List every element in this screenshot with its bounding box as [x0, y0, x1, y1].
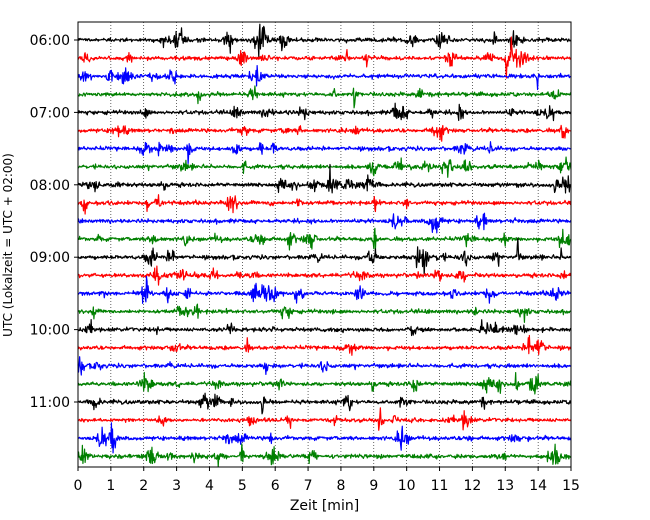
x-tick-label-11: 11: [431, 478, 449, 494]
y-tick-label-2: 08:00: [30, 178, 70, 194]
trace-0800: [77, 163, 572, 194]
x-tick-label-12: 12: [463, 478, 481, 494]
x-tick-label-1: 1: [106, 478, 115, 494]
grid-layer: [110, 22, 539, 467]
x-tick-label-15: 15: [562, 478, 580, 494]
trace-0600: [77, 23, 572, 58]
trace-1100: [77, 392, 572, 415]
x-tick-label-4: 4: [205, 478, 214, 494]
trace-0630: [77, 64, 572, 91]
x-axis-label: Zeit [min]: [290, 498, 359, 514]
trace-0615: [77, 36, 572, 79]
trace-0745: [77, 156, 572, 178]
trace-0730: [77, 141, 572, 165]
trace-0945: [77, 303, 572, 323]
x-tick-label-14: 14: [529, 478, 547, 494]
trace-0845: [77, 227, 572, 251]
x-tick-label-2: 2: [139, 478, 148, 494]
trace-1030: [77, 356, 572, 376]
x-tick-label-5: 5: [238, 478, 247, 494]
trace-1115: [77, 407, 572, 431]
trace-1045: [77, 371, 572, 395]
trace-1145: [77, 443, 572, 468]
trace-0930: [77, 276, 572, 304]
y-tick-label-5: 11:00: [30, 395, 70, 411]
trace-0715: [77, 124, 572, 142]
x-tick-label-6: 6: [271, 478, 280, 494]
trace-0700: [77, 102, 572, 122]
x-tick-label-10: 10: [398, 478, 416, 494]
trace-0830: [77, 212, 572, 234]
plot-frame: [77, 21, 572, 468]
y-axis: 06:00 07:00 08:00 09:00 10:00 11:00: [30, 33, 78, 411]
x-tick-label-8: 8: [336, 478, 345, 494]
trace-0915: [77, 265, 572, 286]
y-tick-label-1: 07:00: [30, 105, 70, 121]
trace-0645: [77, 85, 572, 109]
y-axis-label: UTC (Lokalzeit = UTC + 02:00): [1, 153, 15, 337]
x-axis: 0 1 2 3 4 5 6 7 8 9 10 11 12 13 14 15: [74, 467, 580, 494]
x-tick-label-7: 7: [304, 478, 313, 494]
trace-0900: [77, 237, 572, 277]
y-tick-label-4: 10:00: [30, 323, 70, 339]
y-tick-label-0: 06:00: [30, 33, 70, 49]
trace-1000: [77, 318, 572, 337]
x-tick-label-0: 0: [74, 478, 83, 494]
x-tick-label-9: 9: [369, 478, 378, 494]
trace-1015: [77, 334, 572, 356]
trace-1130: [77, 422, 572, 454]
trace-0815: [77, 194, 572, 215]
trace-layer: [77, 23, 572, 468]
x-tick-label-13: 13: [496, 478, 514, 494]
x-tick-label-3: 3: [172, 478, 181, 494]
y-tick-label-3: 09:00: [30, 250, 70, 266]
